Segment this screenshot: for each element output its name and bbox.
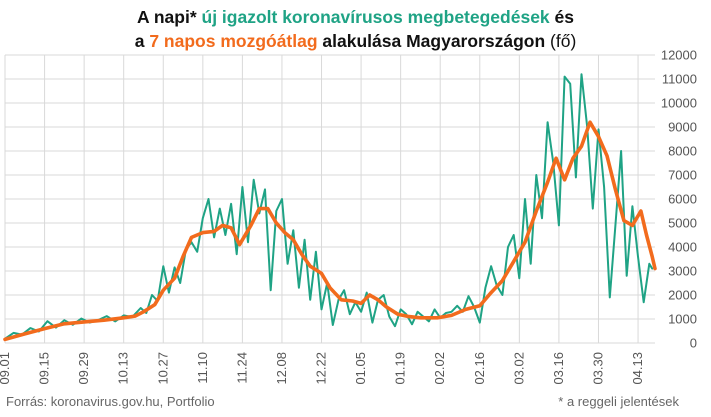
title-line2-part2: alakulása Magyarországon [317, 31, 551, 51]
x-tick-label: 11.10 [195, 352, 210, 384]
x-tick-label: 03.16 [551, 352, 566, 385]
x-tick-label: 10.13 [116, 352, 131, 385]
title-daily-cases-highlight: új igazolt koronavírusos megbetegedések [201, 7, 550, 27]
x-tick-label: 11.24 [234, 352, 249, 384]
x-tick-label: 01.19 [393, 352, 408, 385]
y-tick-label: 2000 [668, 288, 697, 303]
title-moving-average-highlight: 7 napos mozgóátlag [149, 31, 318, 51]
x-tick-label: 09.01 [0, 352, 12, 385]
chart-title: A napi* új igazolt koronavírusos megbete… [0, 5, 711, 53]
x-tick-label: 03.02 [511, 352, 526, 385]
chart-title-line-2: a 7 napos mozgóátlag alakulása Magyarors… [0, 29, 711, 53]
x-tick-label: 12.22 [314, 352, 329, 385]
y-tick-label: 9000 [668, 120, 697, 135]
x-tick-label: 09.29 [76, 352, 91, 385]
x-tick-label: 09.15 [37, 352, 52, 385]
title-unit: (fő) [550, 31, 577, 51]
title-line2-part1: a [134, 31, 150, 51]
y-tick-label: 4000 [668, 240, 697, 255]
y-tick-label: 8000 [668, 144, 697, 159]
x-tick-label: 03.30 [590, 352, 605, 385]
y-tick-label: 10000 [661, 96, 697, 111]
footnote: * a reggeli jelentések [558, 394, 679, 409]
y-tick-label: 12000 [661, 48, 697, 63]
title-line1-part2: és [549, 7, 574, 27]
chart-title-line-1: A napi* új igazolt koronavírusos megbete… [0, 5, 711, 29]
x-tick-label: 04.13 [630, 352, 645, 385]
x-tick-label: 12.08 [274, 352, 289, 385]
x-axis-ticks: 09.01 09.15 09.29 10.13 10.27 11.10 11.24 12.08… [0, 352, 645, 385]
y-tick-label: 7000 [668, 168, 697, 183]
y-tick-label: 0 [690, 336, 697, 351]
x-tick-label: 02.16 [472, 352, 487, 385]
title-line1-part1: A napi* [137, 7, 202, 27]
daily-cases-line [4, 73, 654, 340]
x-tick-label: 01.05 [353, 352, 368, 385]
series-lines [3, 73, 657, 342]
y-tick-label: 5000 [668, 216, 697, 231]
y-tick-label: 1000 [668, 312, 697, 327]
x-tick-label: 02.02 [432, 352, 447, 385]
y-axis-ticks: 0 1000 2000 3000 4000 5000 6000 7000 8000 9000 100… [661, 48, 697, 351]
y-tick-label: 11000 [662, 72, 697, 87]
source-note: Forrás: koronavirus.gov.hu, Portfolio [6, 394, 215, 409]
y-tick-label: 3000 [668, 264, 697, 279]
moving-average-line [3, 120, 657, 342]
y-tick-label: 6000 [668, 192, 697, 207]
x-tick-label: 10.27 [155, 352, 170, 385]
